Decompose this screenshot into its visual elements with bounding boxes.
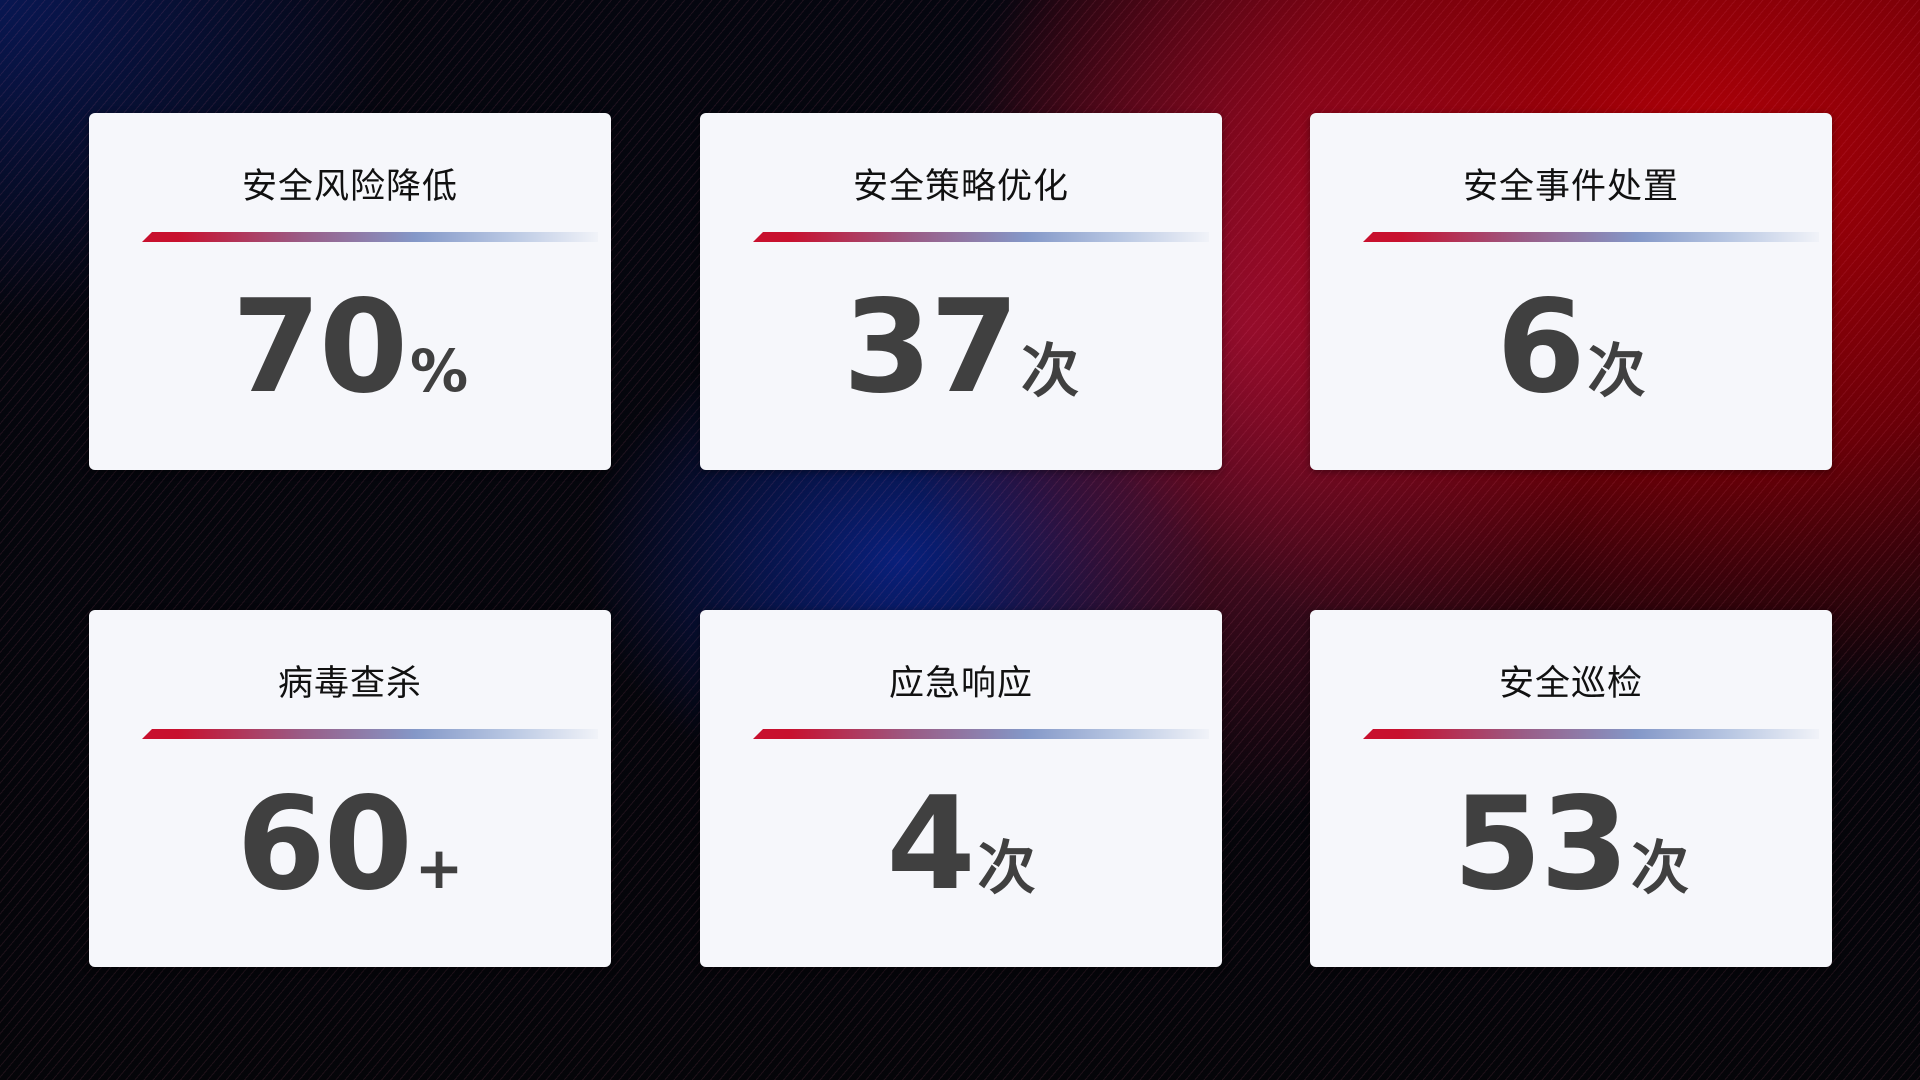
gradient-divider: [753, 729, 1209, 739]
stat-title: 安全巡检: [1498, 664, 1643, 704]
stat-number: 4: [886, 770, 975, 919]
gradient-divider: [1363, 232, 1819, 242]
stat-title: 安全事件处置: [1462, 167, 1679, 207]
stat-card: 安全巡检 53次: [1310, 610, 1832, 967]
stat-value: 6次: [1310, 273, 1832, 422]
stat-number: 37: [842, 273, 1019, 422]
gradient-divider: [142, 232, 598, 242]
stat-title: 安全策略优化: [852, 167, 1069, 207]
gradient-divider: [142, 729, 598, 739]
gradient-divider: [1363, 729, 1819, 739]
stat-unit: 次: [977, 834, 1036, 902]
gradient-divider: [753, 232, 1209, 242]
stat-unit: %: [410, 337, 469, 405]
stat-title: 安全风险降低: [241, 167, 458, 207]
stat-number: 60: [236, 770, 413, 919]
stat-value: 53次: [1310, 770, 1832, 919]
stat-title: 病毒查杀: [277, 664, 422, 704]
stat-number: 6: [1496, 273, 1585, 422]
stat-unit: 次: [1631, 834, 1690, 902]
stat-card: 病毒查杀 60+: [89, 610, 611, 967]
stat-unit: 次: [1587, 337, 1646, 405]
stat-unit: 次: [1021, 337, 1080, 405]
stat-value: 37次: [700, 273, 1222, 422]
stat-value: 60+: [89, 770, 611, 919]
stat-value: 70%: [89, 273, 611, 422]
stat-number: 70: [231, 273, 408, 422]
stat-unit: +: [414, 834, 464, 902]
stat-value: 4次: [700, 770, 1222, 919]
stat-card: 安全风险降低 70%: [89, 113, 611, 470]
stat-card: 安全事件处置 6次: [1310, 113, 1832, 470]
stat-number: 53: [1452, 770, 1629, 919]
stat-card: 应急响应 4次: [700, 610, 1222, 967]
stat-card: 安全策略优化 37次: [700, 113, 1222, 470]
stat-title: 应急响应: [888, 664, 1033, 704]
